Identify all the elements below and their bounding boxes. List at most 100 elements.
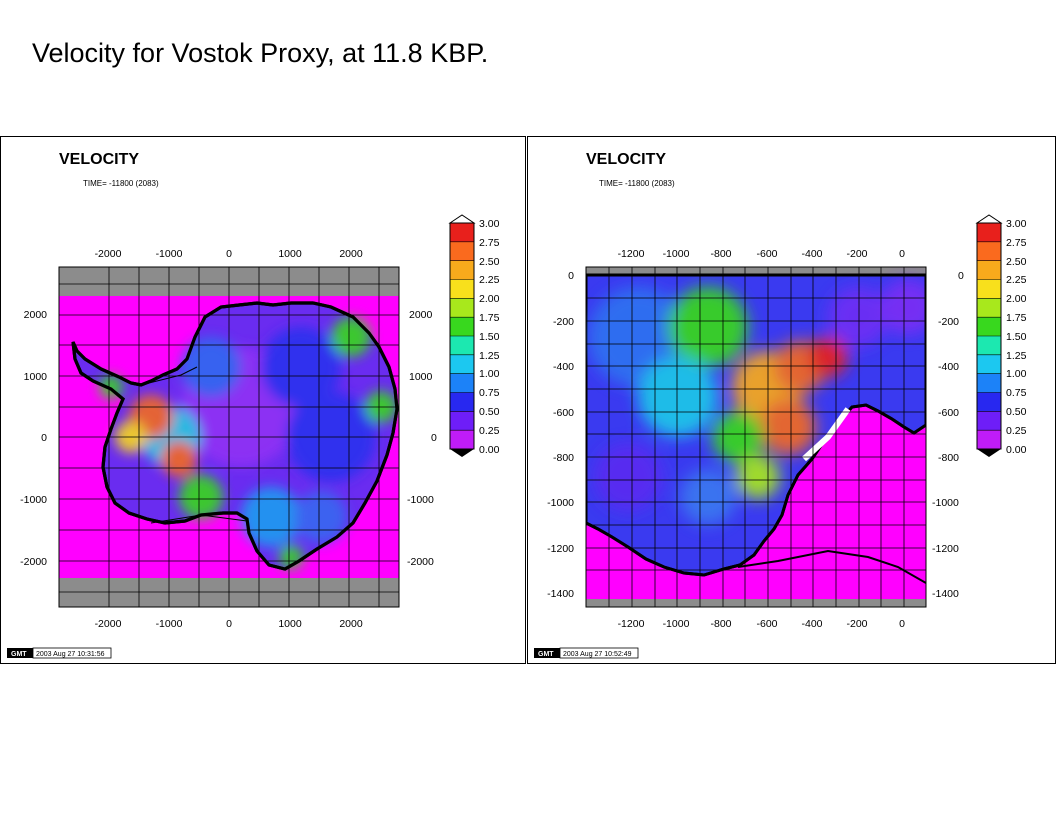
colorbar-label: 0.75	[479, 387, 500, 399]
y-tick-right: -2000	[407, 556, 434, 568]
colorbar-bands	[450, 222, 474, 450]
colorbar-label: 3.00	[1006, 218, 1027, 230]
colorbar-label: 0.00	[479, 444, 500, 456]
y-tick-left: -1000	[547, 497, 574, 509]
y-tick-left: 1000	[24, 371, 48, 383]
coastline	[71, 301, 399, 571]
colorbar-label: 1.00	[479, 368, 500, 380]
colorbar-labels: 3.00 2.75 2.50 2.25 2.00 1.75 1.50 1.25 …	[1006, 218, 1027, 456]
colorbar-max-triangle	[448, 214, 476, 224]
map-border-band-bottom	[586, 599, 926, 607]
y-tick-left: -200	[553, 316, 574, 328]
colorbar-label: 0.25	[1006, 425, 1027, 437]
colorbar-label: 2.00	[1006, 293, 1027, 305]
colorbar-band	[977, 430, 1001, 450]
slide-title: Velocity for Vostok Proxy, at 11.8 KBP.	[32, 38, 489, 68]
x-tick-bottom: -2000	[95, 618, 122, 630]
colorbar-band	[977, 373, 1001, 393]
y-tick-right: 1000	[409, 371, 433, 383]
panel-time: TIME= -11800 (2083)	[83, 179, 159, 188]
x-tick-top: -1000	[663, 248, 690, 260]
x-tick-top: 0	[899, 248, 905, 260]
colorbar-band	[977, 336, 1001, 356]
map-grid	[586, 267, 926, 607]
colorbar-band	[450, 260, 474, 280]
gmt-timestamp: GMT 2003 Aug 27 10:52:49	[534, 647, 639, 659]
x-tick-top: -400	[801, 248, 822, 260]
colorbar-label: 2.25	[1006, 274, 1027, 286]
colorbar-band	[450, 336, 474, 356]
colorbar-band	[450, 241, 474, 262]
y-tick-right: -200	[938, 316, 959, 328]
colorbar-band	[450, 430, 474, 450]
colorbar: 3.00 2.75 2.50 2.25 2.00 1.75 1.50 1.25 …	[448, 214, 500, 457]
x-tick-bottom: -600	[756, 618, 777, 630]
x-tick-top: 1000	[278, 248, 302, 260]
colorbar-label: 1.25	[479, 350, 500, 362]
y-tick-right: -1000	[407, 494, 434, 506]
y-tick-left: -1200	[547, 543, 574, 555]
colorbar-band	[977, 223, 1001, 243]
colorbar-band	[977, 241, 1001, 262]
x-axis-ticks-top: -1200 -1000 -800 -600 -400 -200 0	[618, 248, 906, 260]
y-tick-left: -1000	[20, 494, 47, 506]
antarctica-velocity-map: VELOCITY TIME= -11800 (2083)	[7, 151, 500, 659]
colorbar-label: 1.50	[1006, 331, 1027, 343]
y-tick-right: -1000	[932, 497, 959, 509]
y-tick-right: 0	[431, 432, 437, 444]
x-tick-top: -1200	[618, 248, 645, 260]
map-frame	[58, 266, 400, 608]
colorbar-label: 2.25	[479, 274, 500, 286]
colorbar-label: 1.00	[1006, 368, 1027, 380]
x-axis-ticks-bottom: -2000 -1000 0 1000 2000	[95, 618, 363, 630]
y-tick-right: -400	[938, 361, 959, 373]
x-axis-ticks-bottom: -1200 -1000 -800 -600 -400 -200 0	[618, 618, 906, 630]
x-tick-bottom: 0	[226, 618, 232, 630]
colorbar-label: 2.50	[1006, 256, 1027, 268]
colorbar-labels: 3.00 2.75 2.50 2.25 2.00 1.75 1.50 1.25 …	[479, 218, 500, 456]
ice-shelf-front	[801, 407, 851, 462]
colorbar-label: 0.50	[1006, 406, 1027, 418]
colorbar-label: 1.25	[1006, 350, 1027, 362]
y-tick-right: -1400	[932, 588, 959, 600]
x-tick-bottom: 0	[899, 618, 905, 630]
y-tick-left: -1400	[547, 588, 574, 600]
x-axis-ticks-top: -2000 -1000 0 1000 2000	[95, 248, 363, 260]
y-tick-right: -600	[938, 407, 959, 419]
map-grid	[59, 267, 399, 607]
y-tick-left: 0	[41, 432, 47, 444]
y-tick-right: 0	[958, 270, 964, 282]
map-frame	[585, 266, 927, 608]
x-tick-top: 2000	[339, 248, 363, 260]
y-tick-right: -800	[938, 452, 959, 464]
x-tick-bottom: -1200	[618, 618, 645, 630]
y-tick-left: 0	[568, 270, 574, 282]
colorbar-band	[977, 260, 1001, 280]
colorbar-label: 0.75	[1006, 387, 1027, 399]
panel-title: VELOCITY	[586, 151, 666, 168]
x-tick-bottom: -800	[710, 618, 731, 630]
map-border-band-top	[586, 267, 926, 275]
gmt-stamp-text: 2003 Aug 27 10:52:49	[563, 651, 632, 658]
colorbar-band	[977, 392, 1001, 412]
colorbar-label: 2.00	[479, 293, 500, 305]
colorbar-label: 1.50	[479, 331, 500, 343]
colorbar-band	[450, 373, 474, 393]
colorbar-band	[977, 411, 1001, 431]
x-tick-top: -800	[710, 248, 731, 260]
colorbar-label: 0.00	[1006, 444, 1027, 456]
colorbar-band	[977, 354, 1001, 375]
x-tick-bottom: 2000	[339, 618, 363, 630]
colorbar-band	[450, 279, 474, 299]
x-tick-top: -1000	[156, 248, 183, 260]
colorbar-label: 0.50	[479, 406, 500, 418]
gmt-timestamp: GMT 2003 Aug 27 10:31:56	[7, 647, 112, 659]
y-tick-left: -400	[553, 361, 574, 373]
y-tick-left: -2000	[20, 556, 47, 568]
y-tick-left: -800	[553, 452, 574, 464]
grounding-line	[140, 366, 198, 386]
colorbar-bands	[977, 222, 1001, 450]
colorbar-label: 1.75	[1006, 312, 1027, 324]
x-tick-bottom: -1000	[663, 618, 690, 630]
y-axis-ticks-left: 0 -200 -400 -600 -800 -1000 -1200 -1400	[547, 270, 574, 600]
